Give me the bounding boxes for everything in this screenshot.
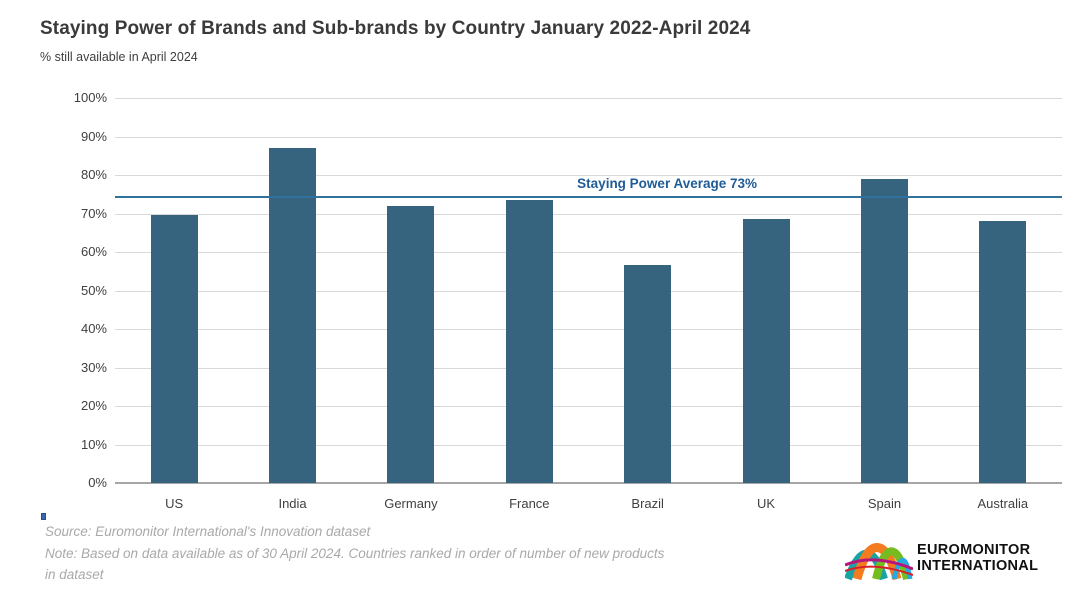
logo-wordmark: EUROMONITOR INTERNATIONAL xyxy=(917,542,1038,575)
euromonitor-logo-icon xyxy=(845,543,913,581)
y-tick-label: 90% xyxy=(80,128,107,144)
bar-india xyxy=(269,148,317,483)
data-note-line2: in dataset xyxy=(45,567,104,582)
footnote-block: Source: Euromonitor International's Inno… xyxy=(45,521,664,586)
bar-germany xyxy=(387,205,435,483)
gridline xyxy=(115,290,1062,292)
x-axis-line xyxy=(115,482,1062,484)
y-tick-label: 60% xyxy=(80,244,107,259)
x-tick-label: US xyxy=(165,496,184,511)
data-note-line1: Note: Based on data available as of 30 A… xyxy=(45,545,665,561)
x-tick-label: Spain xyxy=(867,496,902,511)
logo-text-line2: INTERNATIONAL xyxy=(917,558,1039,574)
gridline xyxy=(115,367,1062,369)
bar-uk xyxy=(742,219,790,483)
x-tick-label: Brazil xyxy=(631,496,664,511)
logo-text-line1: EUROMONITOR xyxy=(917,541,1031,558)
average-line xyxy=(115,196,1062,199)
gridline xyxy=(115,98,1062,99)
y-tick-label: 100% xyxy=(73,90,107,105)
gridline xyxy=(115,252,1062,253)
y-tick-label: 0% xyxy=(88,475,107,490)
gridline xyxy=(115,329,1062,330)
y-tick-label: 80% xyxy=(80,167,107,182)
y-tick-label: 30% xyxy=(80,359,107,375)
gridline xyxy=(115,136,1062,138)
y-tick-label: 20% xyxy=(80,398,107,413)
plot-area: Staying Power Average 73% 100% 90% 80% 70% 6… xyxy=(74,90,1062,511)
source-note: Source: Euromonitor International's Inno… xyxy=(45,524,371,539)
average-line-label: Staying Power Average 73% xyxy=(577,176,757,192)
x-tick-label: UK xyxy=(757,496,776,511)
y-tick-label: 50% xyxy=(80,282,107,298)
x-tick-label: Germany xyxy=(384,496,438,511)
page-title: Staying Power of Brands and Sub-brands b… xyxy=(40,18,751,39)
bar-france xyxy=(505,200,553,483)
small-blue-marker xyxy=(41,513,46,520)
bar-brazil xyxy=(624,265,672,483)
gridline xyxy=(115,406,1062,407)
chart-subtitle: % still available in April 2024 xyxy=(40,50,198,64)
x-tick-label: France xyxy=(509,496,550,511)
x-tick-label: India xyxy=(278,496,307,511)
y-tick-label: 10% xyxy=(80,436,107,452)
gridline xyxy=(115,175,1062,176)
bar-australia xyxy=(979,221,1027,483)
x-tick-label: Australia xyxy=(977,496,1029,511)
gridline xyxy=(115,213,1062,215)
y-tick-label: 70% xyxy=(80,205,107,221)
gridline xyxy=(115,444,1062,446)
y-tick-label: 40% xyxy=(80,321,107,336)
bar-us xyxy=(150,215,198,483)
euromonitor-logo: EUROMONITOR INTERNATIONAL xyxy=(845,534,1038,582)
bar-spain xyxy=(860,178,908,483)
